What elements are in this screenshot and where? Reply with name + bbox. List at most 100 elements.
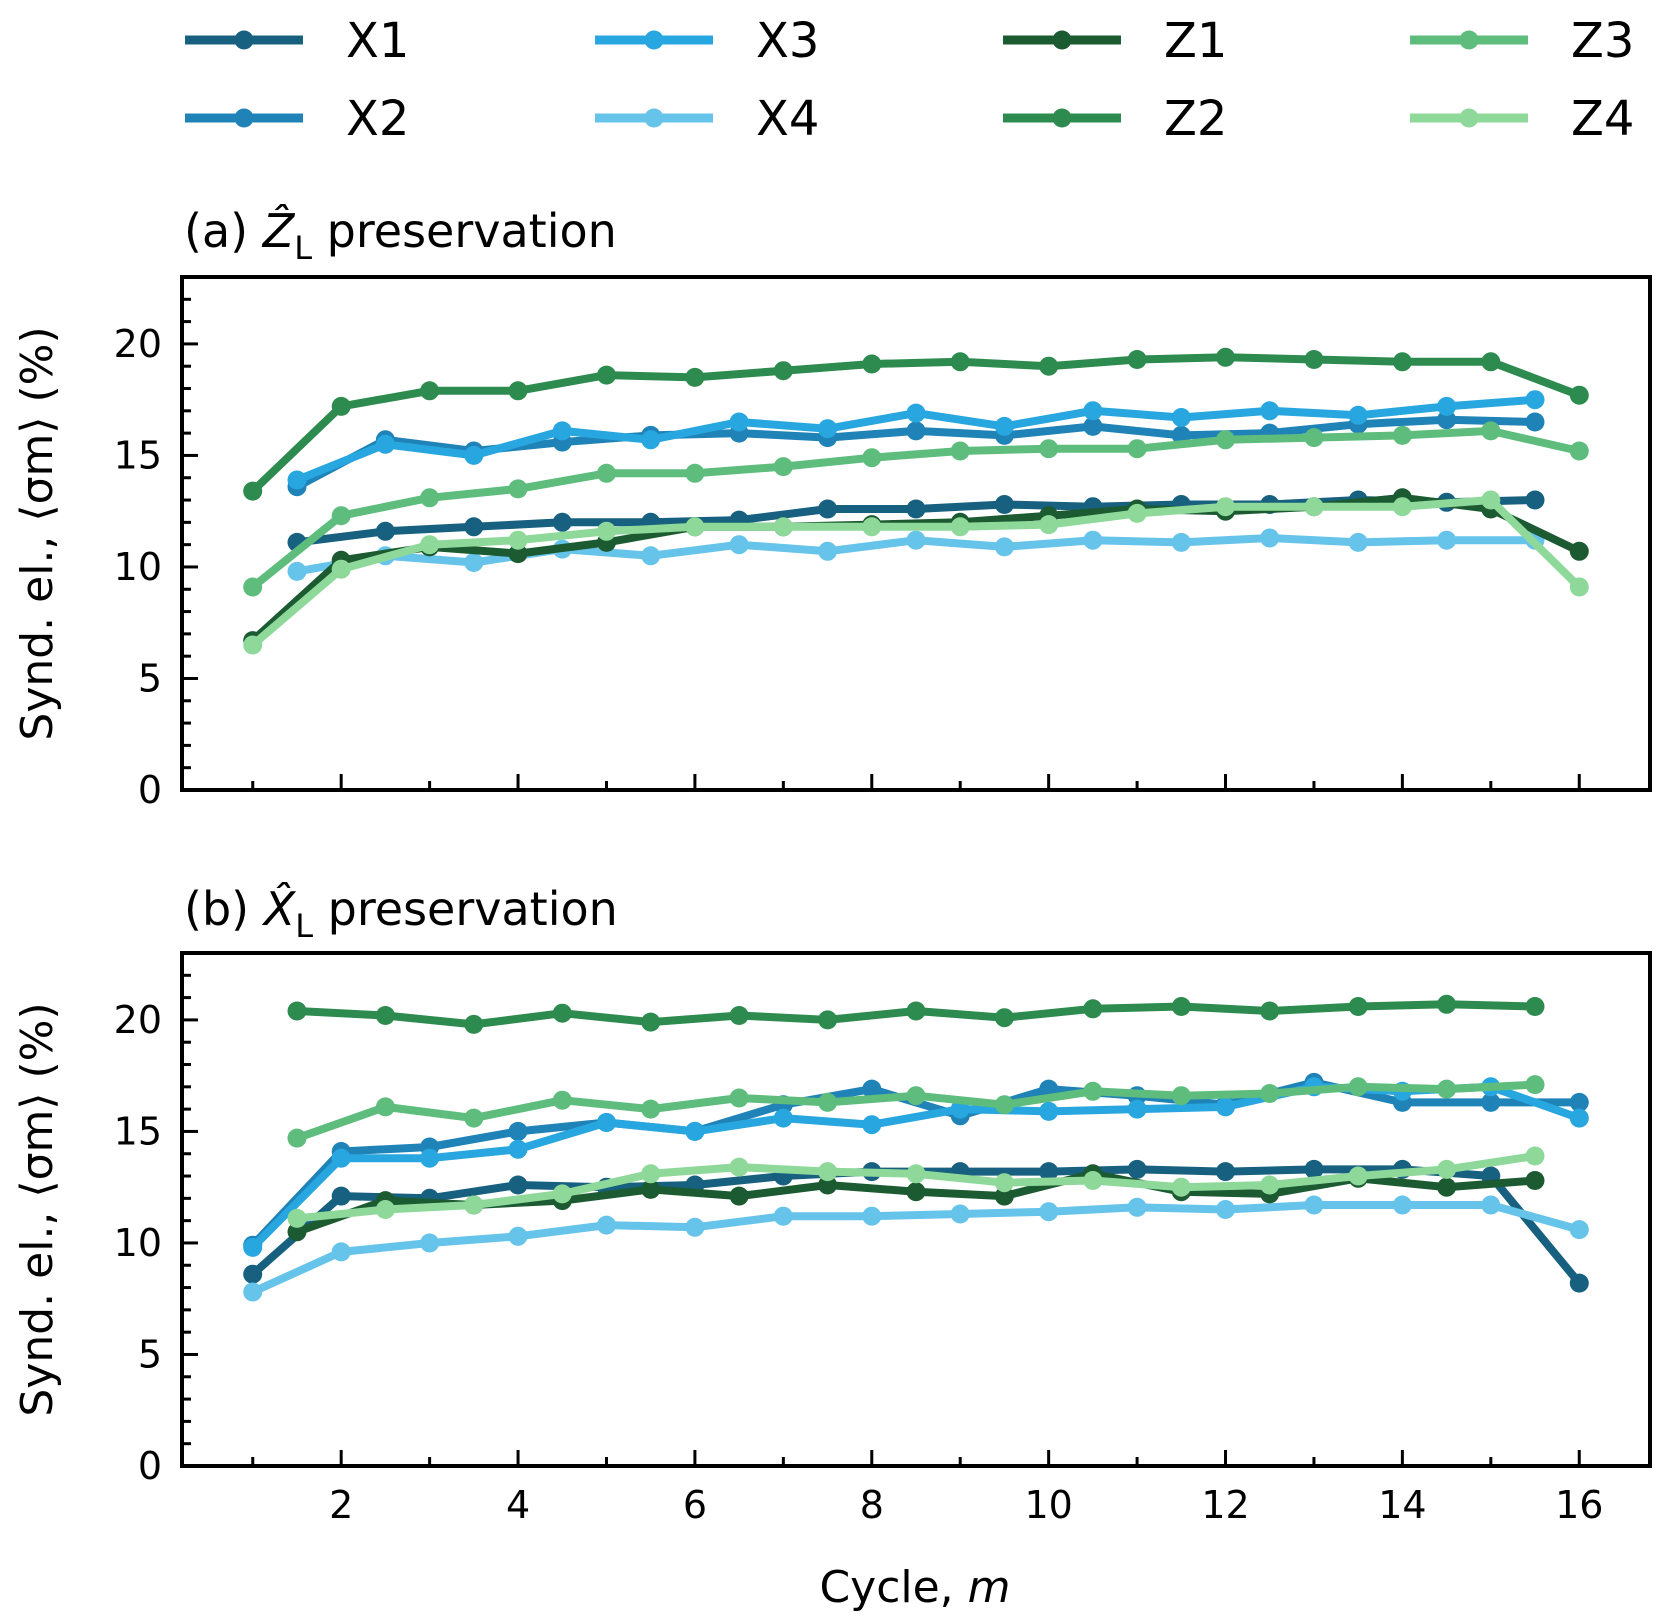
y-tick-label: 5 xyxy=(138,1332,162,1376)
data-point-x4 xyxy=(597,1215,616,1235)
data-point-z2 xyxy=(331,396,351,416)
legend-label-x2: X2 xyxy=(346,91,409,147)
data-point-x3 xyxy=(420,1148,440,1168)
panel-b-frame xyxy=(180,951,1652,1468)
data-point-x4 xyxy=(1392,1195,1412,1215)
legend-label-x4: X4 xyxy=(756,91,819,147)
x-tick-label: 2 xyxy=(329,1483,353,1527)
data-point-z2 xyxy=(906,1001,926,1021)
data-point-z4 xyxy=(1481,490,1501,510)
legend-marker-x4 xyxy=(644,108,664,128)
data-point-z3 xyxy=(1481,421,1501,441)
series-line-z2 xyxy=(248,353,1584,496)
y-tick-label: 5 xyxy=(138,656,162,700)
y-tick-label: 10 xyxy=(114,545,162,589)
legend-entry-z4: Z4 xyxy=(1410,91,1634,147)
data-point-x2 xyxy=(1481,1092,1501,1112)
series-line-z1 xyxy=(248,493,1584,645)
data-point-x3 xyxy=(552,421,572,441)
data-point-z3 xyxy=(1260,1084,1280,1103)
data-point-z4 xyxy=(597,521,616,541)
data-point-z1 xyxy=(818,1175,838,1195)
data-point-z2 xyxy=(597,365,616,385)
data-point-x4 xyxy=(950,1204,970,1224)
data-point-z4 xyxy=(1171,1177,1191,1197)
panel-b-x-axis: 2 4 6 8 10 12 14 16 xyxy=(251,1450,1603,1527)
legend-entry-x1: X1 xyxy=(185,13,409,69)
data-point-x1 xyxy=(1304,1159,1324,1179)
panel-a-series xyxy=(243,347,1589,655)
data-point-x4 xyxy=(243,1282,263,1302)
panel-b-y-axis: 0 5 10 15 20 xyxy=(114,973,198,1488)
x-tick-label: 4 xyxy=(506,1483,530,1527)
data-point-z3 xyxy=(287,1128,307,1148)
data-point-z3 xyxy=(994,1095,1014,1115)
data-point-z3 xyxy=(773,457,793,477)
data-point-x3 xyxy=(1525,390,1545,410)
data-point-z4 xyxy=(375,1200,395,1219)
data-point-z2 xyxy=(1260,1001,1280,1021)
data-point-x3 xyxy=(1216,1097,1235,1117)
data-point-z2 xyxy=(729,1006,749,1025)
panel-a-title: (a) ẐL preservation xyxy=(184,204,617,267)
panel-b-title-prefix: (b) xyxy=(184,882,264,936)
data-point-z1 xyxy=(1569,541,1589,561)
data-point-z3 xyxy=(552,1090,572,1110)
data-point-z3 xyxy=(1525,1075,1545,1095)
data-point-z3 xyxy=(818,1092,838,1112)
legend-marker-z1 xyxy=(1052,30,1072,50)
data-point-x4 xyxy=(1171,532,1191,552)
legend-entry-x4: X4 xyxy=(595,91,819,147)
data-point-x4 xyxy=(287,561,307,581)
data-point-z3 xyxy=(243,577,263,597)
data-point-x2 xyxy=(906,421,926,441)
data-point-z2 xyxy=(1171,997,1191,1016)
data-point-z2 xyxy=(508,381,528,401)
legend-label-z1: Z1 xyxy=(1164,13,1227,69)
data-point-z2 xyxy=(1525,997,1545,1016)
data-point-z4 xyxy=(729,1157,749,1177)
data-point-x3 xyxy=(1039,1101,1059,1121)
data-point-z3 xyxy=(685,463,705,483)
data-point-z2 xyxy=(685,367,705,387)
data-point-z4 xyxy=(1216,497,1235,517)
x-tick-label: 8 xyxy=(860,1483,884,1527)
data-point-z3 xyxy=(1392,425,1412,445)
panel-b-series xyxy=(243,994,1589,1302)
legend-entry-z1: Z1 xyxy=(1003,13,1227,69)
data-point-x4 xyxy=(508,1226,528,1246)
legend-entry-x3: X3 xyxy=(595,13,819,69)
data-point-x3 xyxy=(287,470,307,490)
panel-a: (a) ẐL preservation 0 5 10 15 20 Synd. el., ⟨σ… xyxy=(12,204,1652,812)
data-point-z3 xyxy=(1437,1079,1457,1099)
data-point-z4 xyxy=(1260,1175,1280,1195)
legend-marker-z2 xyxy=(1052,108,1072,128)
legend-label-x3: X3 xyxy=(756,13,819,69)
x-tick-label: 10 xyxy=(1024,1483,1072,1527)
data-point-x3 xyxy=(773,1108,793,1128)
data-point-z4 xyxy=(552,1184,572,1204)
data-point-z4 xyxy=(994,1173,1014,1193)
data-point-x3 xyxy=(906,403,926,423)
data-point-x1 xyxy=(243,1264,263,1284)
data-point-z4 xyxy=(1039,515,1059,535)
data-point-z2 xyxy=(950,352,970,372)
panel-a-frame xyxy=(180,275,1652,792)
data-point-z3 xyxy=(331,506,351,526)
data-point-z4 xyxy=(818,1162,838,1182)
data-point-x3 xyxy=(1260,401,1280,421)
legend-marker-z4 xyxy=(1459,108,1479,128)
panel-a-y-axis: 0 5 10 15 20 xyxy=(114,297,198,812)
legend-marker-x3 xyxy=(644,30,664,50)
data-point-z3 xyxy=(420,488,440,508)
data-point-x1 xyxy=(331,1186,351,1206)
data-point-x2 xyxy=(1569,1092,1589,1112)
data-point-x3 xyxy=(818,419,838,439)
panel-a-title-var: Ẑ xyxy=(261,204,296,258)
data-point-z2 xyxy=(375,1006,395,1025)
data-point-x1 xyxy=(906,499,926,519)
data-point-z1 xyxy=(1437,1177,1457,1197)
data-point-z2 xyxy=(994,1008,1014,1028)
data-point-x2 xyxy=(1525,412,1545,432)
legend-entry-x2: X2 xyxy=(185,91,409,147)
